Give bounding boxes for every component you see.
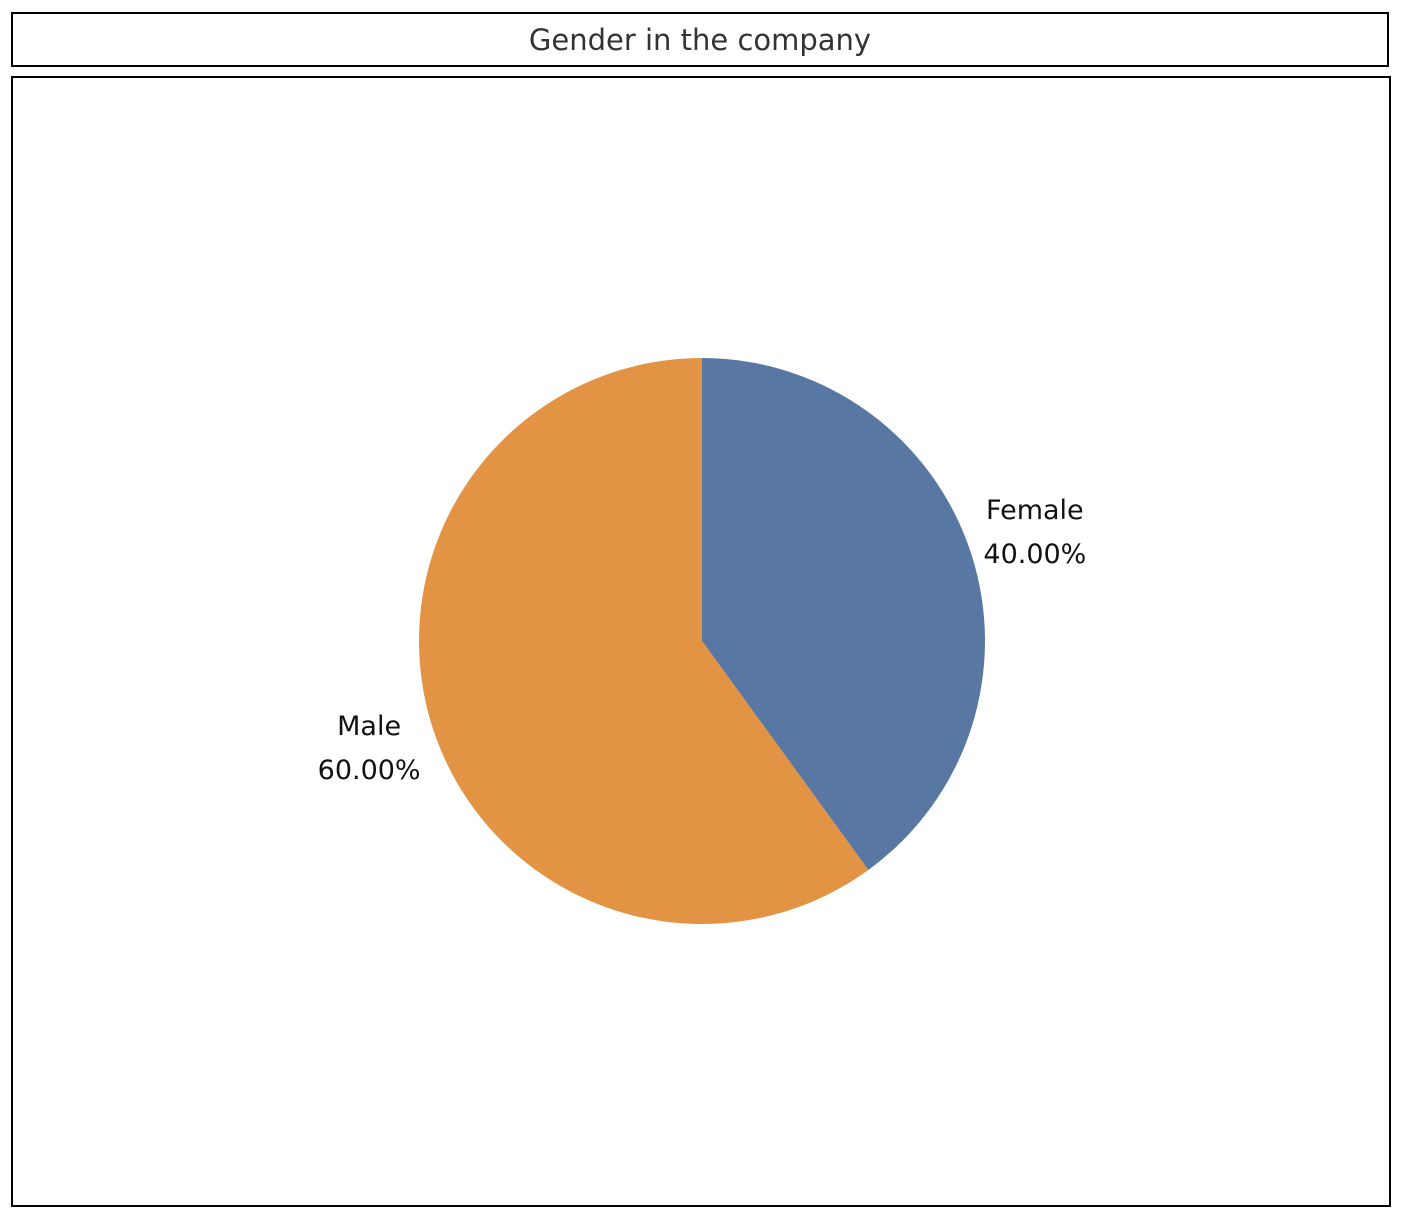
chart-title-box: Gender in the company: [11, 12, 1389, 67]
pie-slice-female: [702, 358, 985, 870]
slice-label-male-name: Male: [337, 711, 401, 742]
slice-label-female-name: Female: [986, 495, 1084, 526]
chart-title: Gender in the company: [528, 22, 872, 57]
slice-label-male-value: 60.00%: [318, 755, 421, 786]
pie-slice-male: [418, 358, 869, 924]
chart-area: Female 40.00% Male 60.00%: [11, 76, 1391, 1207]
pie-chart: Female 40.00% Male 60.00%: [318, 358, 1086, 924]
slice-label-female-value: 40.00%: [983, 539, 1086, 570]
